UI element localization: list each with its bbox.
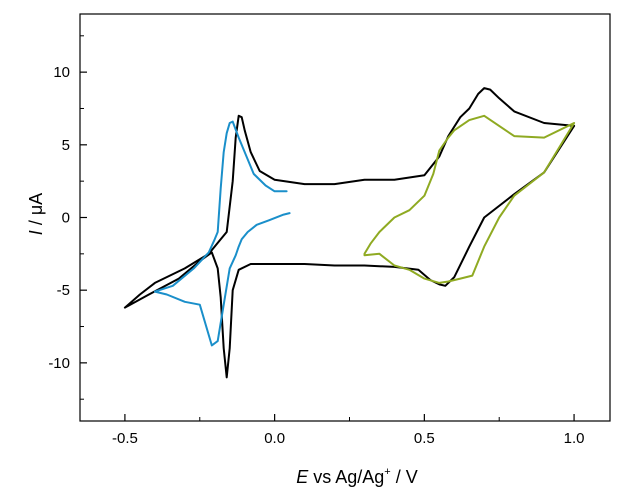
x-axis-title-tail: / V bbox=[391, 467, 418, 487]
ticks-layer: -0.5 0.0 0.5 1.0 -10 -5 0 5 10 bbox=[48, 35, 585, 447]
x-tick-label: 0.5 bbox=[414, 430, 435, 447]
y-tick-label: -5 bbox=[57, 282, 70, 299]
y-tick-label: 0 bbox=[62, 210, 70, 227]
x-tick-label: 0.0 bbox=[264, 430, 285, 447]
y-tick-label: -10 bbox=[48, 355, 70, 372]
y-axis-title-tail: / μA bbox=[26, 193, 46, 230]
y-tick-label: 10 bbox=[53, 64, 70, 81]
x-axis-title: E vs Ag/Ag+ / V bbox=[296, 466, 418, 487]
series-2-line bbox=[153, 120, 291, 347]
plot-frame bbox=[79, 13, 611, 422]
series-layer bbox=[123, 87, 576, 379]
x-tick-label: -0.5 bbox=[112, 430, 138, 447]
y-axis-title-italic: I bbox=[26, 230, 46, 235]
y-tick-label: 5 bbox=[62, 137, 70, 154]
x-axis-title-italic: E bbox=[296, 467, 309, 487]
series-3-line bbox=[363, 114, 576, 284]
x-axis-title-superscript: + bbox=[384, 466, 390, 478]
x-axis-title-middle: vs Ag/Ag bbox=[308, 467, 384, 487]
y-axis-title: I / μA bbox=[26, 193, 46, 235]
x-tick-label: 1.0 bbox=[564, 430, 585, 447]
